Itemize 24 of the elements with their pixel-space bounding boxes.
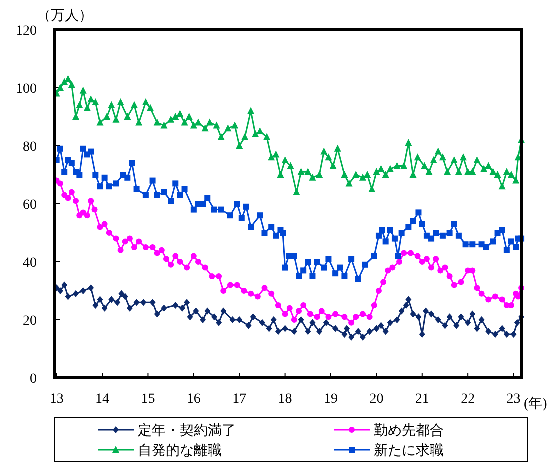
ytick: 80	[23, 140, 37, 155]
xtick: 13	[50, 392, 64, 407]
xtick: 19	[324, 392, 338, 407]
ytick: 120	[16, 24, 37, 39]
legend-label: 定年・契約満了	[138, 424, 236, 439]
ytick: 20	[23, 314, 37, 329]
xtick: 21	[415, 392, 430, 407]
legend-label: 新たに求職	[374, 444, 444, 459]
xtick: 23	[506, 392, 521, 407]
ytick: 0	[30, 372, 37, 387]
xtick: 17	[232, 392, 247, 407]
xtick: 18	[278, 392, 292, 407]
legend-label: 勤め先都合	[374, 424, 444, 439]
xtick: 22	[461, 392, 476, 407]
xlabel: (年)	[524, 397, 548, 412]
xtick: 16	[186, 392, 201, 407]
xtick: 15	[141, 392, 156, 407]
ytick: 40	[23, 256, 37, 271]
ytick: 100	[16, 82, 37, 97]
xtick: 20	[370, 392, 384, 407]
xtick: 14	[96, 392, 110, 407]
ylabel: （万人）	[37, 9, 93, 24]
ytick: 60	[23, 198, 37, 213]
legend-label: 自発的な離職	[138, 444, 222, 459]
